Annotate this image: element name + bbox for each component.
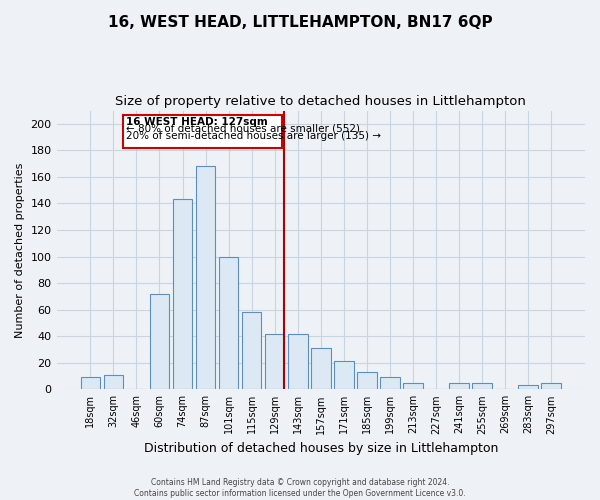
Bar	[196, 166, 215, 390]
Bar	[541, 382, 561, 390]
Text: Contains HM Land Registry data © Crown copyright and database right 2024.
Contai: Contains HM Land Registry data © Crown c…	[134, 478, 466, 498]
FancyBboxPatch shape	[122, 114, 281, 148]
Bar	[357, 372, 377, 390]
Bar	[265, 334, 284, 390]
Text: ← 80% of detached houses are smaller (552): ← 80% of detached houses are smaller (55…	[126, 124, 360, 134]
Bar	[518, 386, 538, 390]
Bar	[288, 334, 308, 390]
Text: 20% of semi-detached houses are larger (135) →: 20% of semi-detached houses are larger (…	[126, 131, 381, 141]
Bar	[449, 382, 469, 390]
Bar	[149, 294, 169, 390]
Text: 16, WEST HEAD, LITTLEHAMPTON, BN17 6QP: 16, WEST HEAD, LITTLEHAMPTON, BN17 6QP	[107, 15, 493, 30]
Bar	[80, 378, 100, 390]
Bar	[472, 382, 492, 390]
Bar	[242, 312, 262, 390]
Bar	[311, 348, 331, 390]
Bar	[173, 200, 193, 390]
Bar	[380, 378, 400, 390]
Y-axis label: Number of detached properties: Number of detached properties	[15, 162, 25, 338]
X-axis label: Distribution of detached houses by size in Littlehampton: Distribution of detached houses by size …	[143, 442, 498, 455]
Bar	[104, 374, 123, 390]
Title: Size of property relative to detached houses in Littlehampton: Size of property relative to detached ho…	[115, 95, 526, 108]
Bar	[403, 382, 423, 390]
Bar	[219, 256, 238, 390]
Text: 16 WEST HEAD: 127sqm: 16 WEST HEAD: 127sqm	[126, 116, 268, 126]
Bar	[334, 362, 353, 390]
